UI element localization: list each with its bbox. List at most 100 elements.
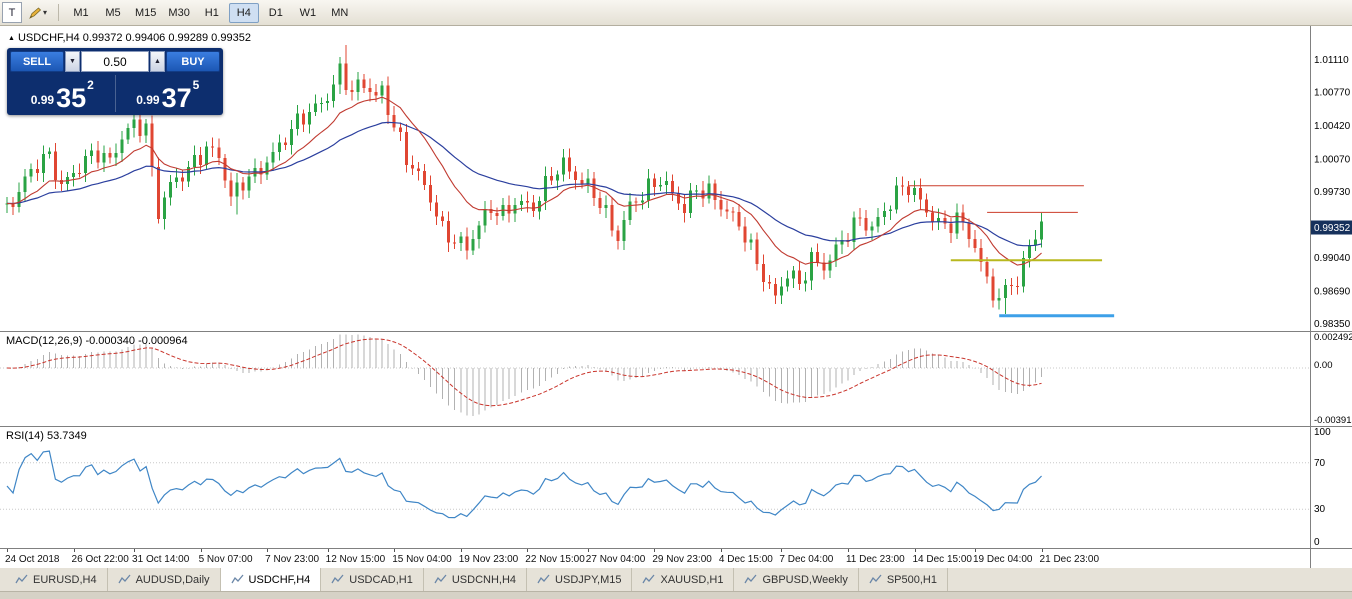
time-axis-label: 27 Nov 04:00 (585, 554, 646, 565)
buy-button[interactable]: BUY (166, 51, 220, 72)
tab-USDJPY-M15[interactable]: USDJPY,M15 (527, 568, 633, 591)
time-axis-tick (527, 549, 529, 552)
time-axis[interactable]: 24 Oct 2018 26 Oct 22:00 31 Oct 14:00 5 Nov… (0, 548, 1352, 568)
time-axis-tick (720, 549, 722, 552)
tab-EURUSD-H4[interactable]: EURUSD,H4 (5, 568, 108, 591)
tab-AUDUSD-Daily[interactable]: AUDUSD,Daily (108, 568, 221, 591)
rsi-axis-label: 30 (1314, 504, 1326, 515)
time-axis-label: 26 Oct 22:00 (71, 554, 129, 565)
sell-price-sup: 2 (87, 78, 94, 92)
sell-price-display[interactable]: 0.99 35 2 (10, 75, 116, 112)
macd-panel-chart[interactable]: 0.002492 0.00 -0.003913 (0, 331, 1352, 426)
timeframe-button-M15[interactable]: M15 (135, 6, 157, 19)
tab-SP500-H1[interactable]: SP500,H1 (859, 568, 948, 591)
crayon-icon (29, 6, 42, 19)
sell-price-big: 35 (56, 83, 87, 114)
mini-chart-icon (15, 574, 28, 584)
lot-decrease-button[interactable]: ▼ (65, 51, 80, 72)
time-axis-label: 31 Oct 14:00 (132, 554, 190, 565)
rsi-axis-label: 0 (1314, 537, 1320, 548)
time-axis-tick (587, 549, 589, 552)
rsi-line (6, 450, 1042, 519)
macd-indicator-label: MACD(12,26,9) -0.000340 -0.000964 (6, 335, 188, 347)
timeframe-button-M30[interactable]: M30 (168, 6, 190, 19)
time-axis-label: 5 Nov 07:00 (198, 554, 253, 565)
mini-chart-icon (230, 574, 244, 584)
time-axis-tick (200, 549, 202, 552)
symbol-marker-icon: ▲ (8, 35, 15, 42)
lot-increase-button[interactable]: ▲ (150, 51, 165, 72)
time-axis-tick (394, 549, 396, 552)
crayon-tool-button[interactable]: ▾ (24, 2, 51, 24)
dropdown-caret-icon: ▾ (43, 8, 48, 17)
price-axis-label: 0.99040 (1314, 253, 1351, 264)
mini-chart-icon (744, 574, 757, 584)
rsi-axis-label: 70 (1314, 458, 1326, 469)
buy-price-sup: 5 (192, 78, 200, 92)
time-axis-label: 7 Nov 23:00 (265, 554, 320, 565)
top-toolbar: T ▾ M1 M5 M15 M30 H1 H4 D1 W1 MN (0, 0, 1352, 26)
time-axis-label: 19 Dec 04:00 (973, 554, 1033, 565)
time-axis-tick (781, 549, 783, 552)
toolbar-separator (58, 4, 60, 21)
price-axis-label: 1.00770 (1314, 88, 1351, 99)
buy-price-big: 37 (161, 83, 192, 114)
rsi-panel-chart[interactable]: 100 70 30 0 (0, 426, 1352, 548)
sell-button[interactable]: SELL (10, 51, 64, 72)
chart-window: ▲ USDCHF,H4 0.99372 0.99406 0.99289 0.993… (0, 26, 1352, 568)
time-axis-tick (914, 549, 916, 552)
tab-label: GBPUSD,Weekly (762, 573, 848, 586)
sell-price-prefix: 0.99 (30, 93, 55, 107)
timeframe-button-M1[interactable]: M1 (73, 6, 89, 19)
timeframe-button-H1[interactable]: H1 (204, 6, 219, 19)
macd-signal-line (6, 338, 1042, 407)
buy-price-display[interactable]: 0.99 37 5 (116, 75, 221, 112)
tab-USDCAD-H1[interactable]: USDCAD,H1 (321, 568, 424, 591)
time-axis-tick (267, 549, 269, 552)
window-icon[interactable]: T (2, 2, 22, 23)
macd-axis-label: 0.002492 (1314, 332, 1352, 343)
price-chart[interactable]: 1.011101.007701.004201.000700.997300.993… (0, 26, 1352, 331)
timeframe-button-W1[interactable]: W1 (299, 6, 317, 19)
macd-axis-label: -0.003913 (1314, 415, 1352, 426)
time-axis-tick (134, 549, 136, 552)
price-axis-label: 1.01110 (1314, 55, 1349, 66)
time-axis-label: 22 Nov 15:00 (525, 554, 585, 565)
tab-label: USDJPY,M15 (555, 573, 622, 586)
time-axis-tick (975, 549, 976, 552)
tab-XAUUSD-H1[interactable]: XAUUSD,H1 (632, 568, 735, 591)
timeframe-group: M1 M5 M15 M30 H1 H4 D1 W1 MN (66, 2, 355, 23)
current-price-badge-text: 0.99352 (1314, 223, 1351, 234)
tab-USDCHF-H4[interactable]: USDCHF,H4 (220, 568, 322, 591)
timeframe-button-D1[interactable]: D1 (268, 6, 283, 19)
buy-price-prefix: 0.99 (136, 93, 160, 107)
mini-chart-icon (869, 574, 882, 584)
time-axis-tick (7, 549, 8, 552)
time-axis-tick (1041, 549, 1043, 552)
timeframe-button-MN[interactable]: MN (331, 6, 349, 19)
time-axis-tick (460, 549, 462, 552)
timeframe-button-H4[interactable]: H4 (228, 2, 259, 23)
price-axis-label: 0.98690 (1314, 286, 1351, 297)
tab-label: XAUUSD,H1 (660, 573, 724, 586)
tab-label: AUDUSD,Daily (135, 573, 210, 586)
mini-chart-icon (331, 574, 344, 584)
tab-GBPUSD-Weekly[interactable]: GBPUSD,Weekly (734, 568, 859, 591)
time-axis-label: 24 Oct 2018 (5, 554, 60, 565)
price-axis-label: 1.00420 (1314, 121, 1351, 132)
lot-size-input[interactable] (81, 51, 149, 72)
tab-label: USDCHF,H4 (248, 573, 311, 586)
tab-USDCNH-H4[interactable]: USDCNH,H4 (424, 568, 528, 591)
tab-label: SP500,H1 (886, 573, 937, 586)
time-axis-label: 21 Dec 23:00 (1039, 554, 1100, 565)
tab-label: USDCNH,H4 (451, 573, 517, 586)
time-axis-label: 12 Nov 15:00 (325, 554, 386, 565)
time-axis-label: 11 Dec 23:00 (845, 554, 905, 565)
mini-chart-icon (642, 574, 655, 584)
chart-tab-bar: EURUSD,H4 AUDUSD,Daily USDCHF,H4 USDCAD,H1 U… (0, 568, 1352, 599)
time-axis-label: 15 Nov 04:00 (392, 554, 452, 565)
timeframe-button-M5[interactable]: M5 (105, 6, 121, 19)
time-axis-label: 19 Nov 23:00 (458, 554, 519, 565)
price-axis-label: 0.99730 (1314, 187, 1351, 198)
macd-axis-label: 0.00 (1314, 360, 1333, 371)
